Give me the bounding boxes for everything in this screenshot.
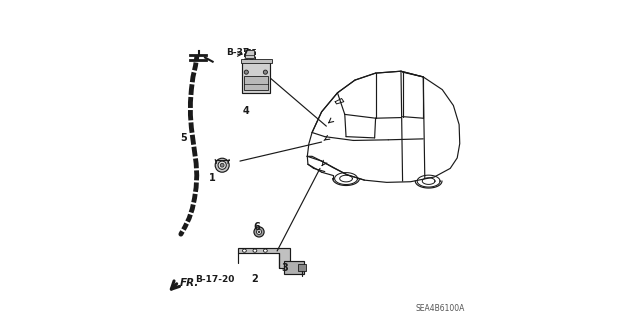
Ellipse shape <box>264 249 268 252</box>
Text: FR.: FR. <box>180 278 200 288</box>
Bar <box>242 61 270 93</box>
Text: 1: 1 <box>209 173 216 183</box>
Text: 4: 4 <box>243 106 250 116</box>
Bar <box>284 261 304 274</box>
Text: 5: 5 <box>180 133 188 143</box>
Text: 6: 6 <box>253 222 260 232</box>
Ellipse shape <box>243 249 246 252</box>
Text: SEA4B6100A: SEA4B6100A <box>415 304 465 313</box>
Bar <box>245 50 254 58</box>
Bar <box>298 264 306 271</box>
Circle shape <box>257 229 262 234</box>
Circle shape <box>254 227 264 237</box>
Circle shape <box>218 161 227 169</box>
Text: B-17-20: B-17-20 <box>195 275 235 284</box>
Polygon shape <box>238 248 290 273</box>
Text: 3: 3 <box>281 263 288 273</box>
Ellipse shape <box>253 249 257 252</box>
Circle shape <box>263 70 268 74</box>
Circle shape <box>244 70 248 74</box>
Bar <box>244 76 268 90</box>
Text: 2: 2 <box>252 274 259 284</box>
Bar <box>241 59 273 63</box>
Circle shape <box>258 231 260 233</box>
Circle shape <box>220 163 224 167</box>
Text: B-37: B-37 <box>227 48 250 57</box>
Circle shape <box>215 158 229 172</box>
